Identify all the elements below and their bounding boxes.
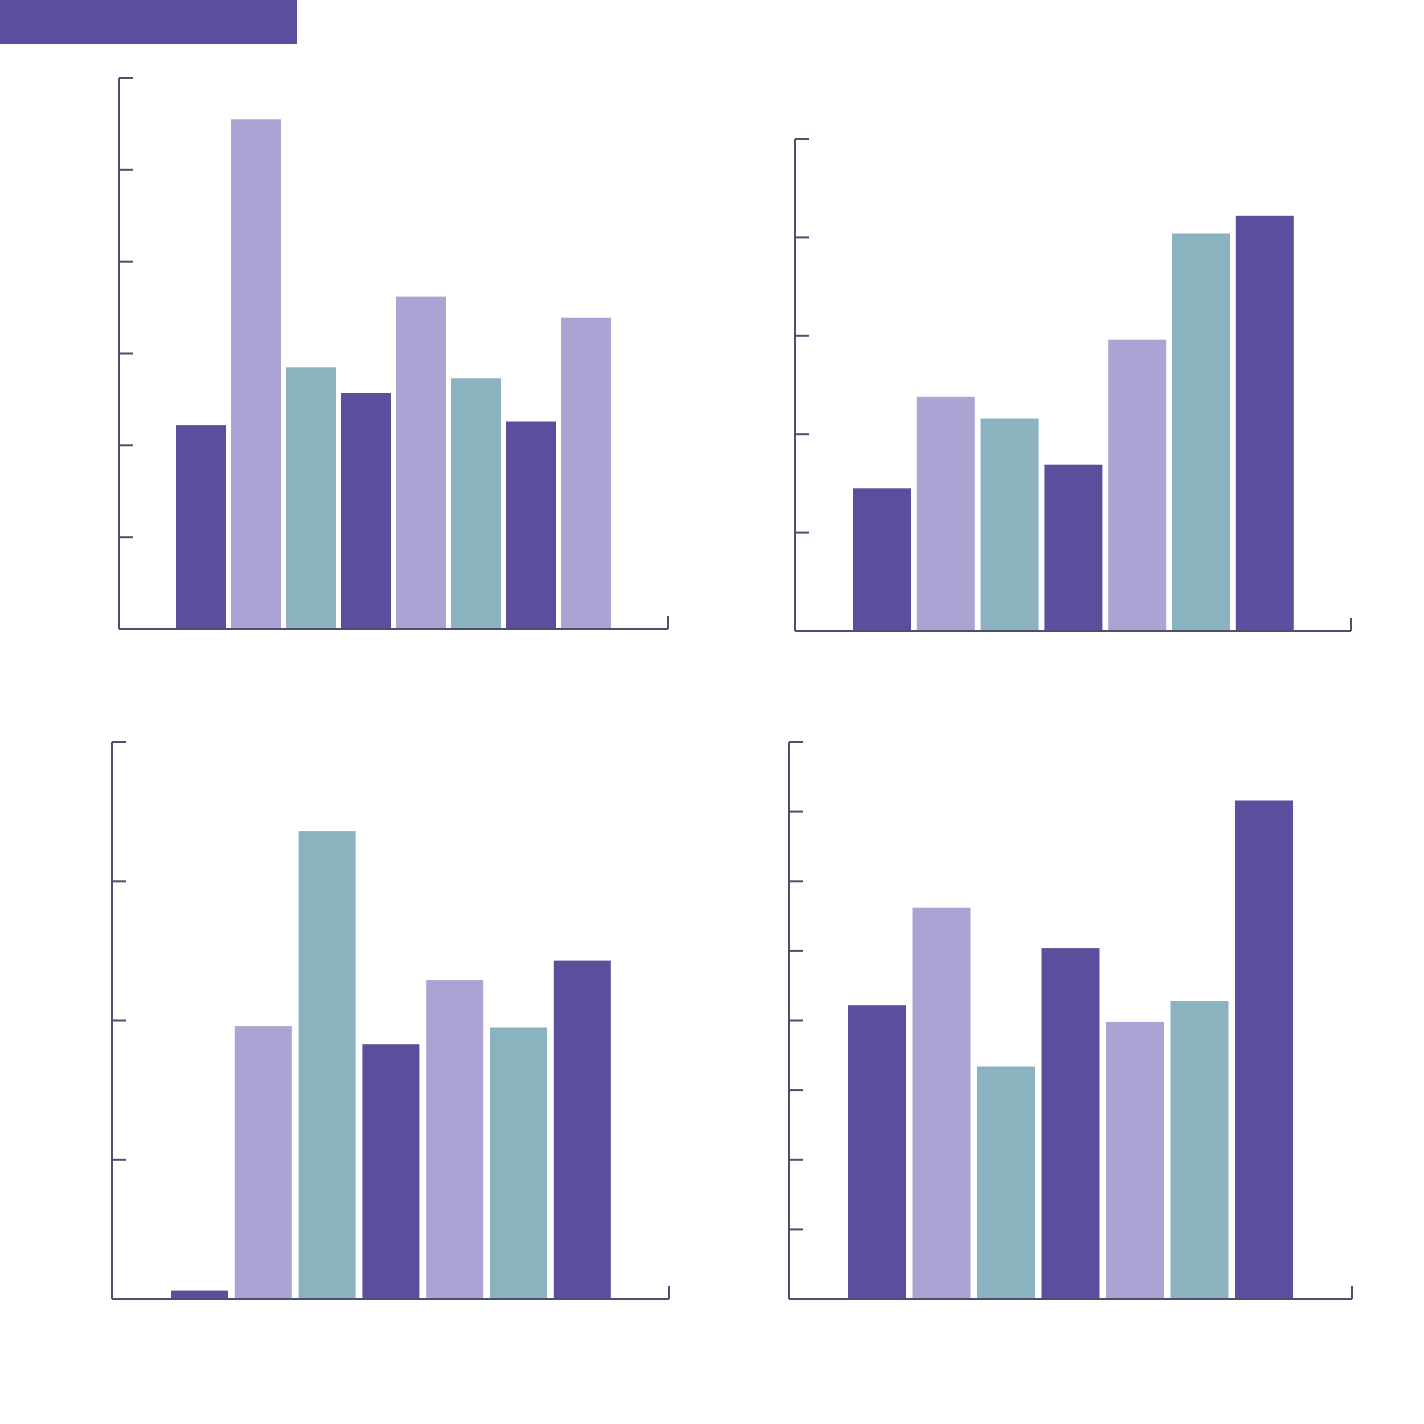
- bar-7: [1235, 800, 1293, 1299]
- bar-2: [916, 396, 975, 631]
- bar-4: [362, 1044, 420, 1299]
- bar-5: [1108, 339, 1167, 631]
- header-bar: [0, 0, 297, 44]
- bar-5: [1106, 1021, 1164, 1299]
- bar-6: [1172, 233, 1230, 631]
- bar-7: [1235, 215, 1294, 632]
- bar-1: [853, 488, 911, 631]
- bar-8: [561, 317, 611, 629]
- chart-panel-1: [118, 77, 669, 630]
- bar-1: [176, 425, 226, 629]
- bar-5: [396, 296, 446, 629]
- chart-panel-2: [794, 138, 1352, 632]
- chart-panel-3: [111, 741, 670, 1300]
- bar-4: [1044, 464, 1103, 631]
- bar-4: [341, 393, 391, 629]
- bar-1: [171, 1290, 228, 1299]
- bar-6: [490, 1027, 547, 1299]
- bar-3: [977, 1066, 1035, 1299]
- bar-4: [1041, 948, 1100, 1299]
- bar-5: [426, 980, 484, 1299]
- bar-3: [980, 418, 1039, 631]
- bar-7: [506, 421, 556, 629]
- bar-6: [1170, 1001, 1229, 1299]
- bar-1: [848, 1005, 906, 1299]
- bar-2: [231, 119, 281, 630]
- bar-7: [553, 960, 611, 1299]
- chart-panel-4: [788, 741, 1353, 1300]
- bar-2: [912, 907, 971, 1299]
- bar-2: [234, 1026, 292, 1299]
- bar-3: [298, 831, 356, 1299]
- bar-6: [451, 378, 501, 629]
- bar-3: [286, 367, 336, 629]
